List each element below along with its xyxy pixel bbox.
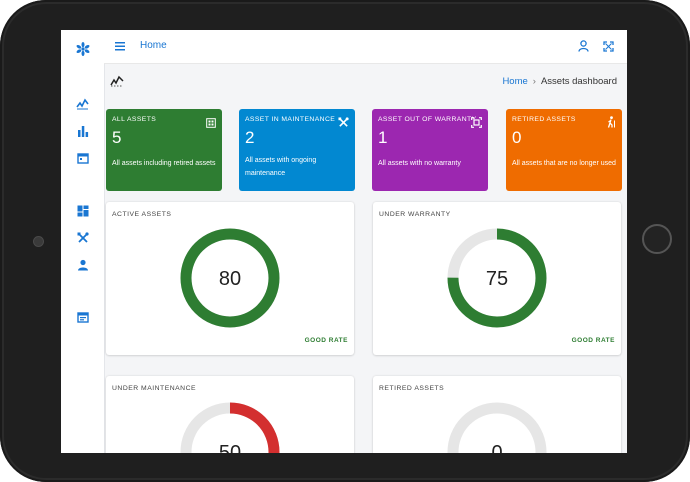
gauge-arc [180,402,280,453]
menu-icon[interactable] [114,39,128,53]
stat-card-out-of-warranty[interactable]: Asset out of warranty 1 All assets with … [372,109,488,191]
sidebar [61,30,105,453]
top-bar: Home [104,30,627,64]
home-hardware-button[interactable] [642,224,672,254]
panel-title: Active assets [112,211,172,218]
activity-icon [110,74,124,92]
gauge-retired-assets: 0 [447,402,547,453]
fullscreen-icon[interactable] [603,39,614,57]
gauge-value: 0 [491,442,502,453]
person-icon[interactable] [61,258,104,272]
gauge-arc [447,228,547,328]
dashboard-icon[interactable] [61,204,104,218]
tools-icon [338,115,349,133]
tools-icon[interactable] [61,231,104,245]
camera [33,236,44,247]
panel-retired-assets: Retired assets 0 [373,376,621,453]
bar-chart-icon[interactable] [61,124,104,138]
calendar-icon[interactable] [61,310,104,324]
rate-label: Good rate [571,337,615,344]
breadcrumb-home-link[interactable]: Home [502,76,528,87]
breadcrumb-separator: › [532,76,536,87]
stat-card-retired[interactable]: Retired assets 0 All assets that are no … [506,109,622,191]
stat-card-all-assets[interactable]: All assets 5 All assets including retire… [106,109,222,191]
breadcrumb-row: Home › Assets dashboard [104,63,627,103]
gauge-arc [180,228,280,328]
panel-under-maintenance: Under maintenance 50 [106,376,354,453]
panel-active-assets: Active assets 80 Good rate [106,202,354,355]
stat-card-title: All assets [112,116,157,123]
stat-card-value: 1 [378,128,388,147]
logo-icon[interactable] [61,40,104,58]
gauge-value: 75 [486,268,508,290]
stat-card-title: Asset in maintenance [245,116,336,123]
screen: Home Home › Assets dashboard All assets 5 … [61,30,627,453]
stat-card-maintenance[interactable]: Asset in maintenance 2 All assets with o… [239,109,355,191]
frame-icon [471,115,482,133]
calendar-icon[interactable] [61,151,104,165]
gauge-track [447,402,547,453]
gauge-value: 50 [219,442,241,453]
panel-title: Under warranty [379,211,451,218]
stat-card-value: 0 [512,128,522,147]
stat-card-value: 5 [112,128,122,147]
gauge-under-maintenance: 50 [180,402,280,453]
stat-card-title: Asset out of warranty [378,116,477,123]
stat-card-description: All assets with ongoing maintenance [245,157,317,177]
rate-label: Good rate [304,337,348,344]
breadcrumb-current: Assets dashboard [540,76,617,87]
stat-card-description: All assets that are no longer used [512,160,616,167]
walking-person-icon [606,115,616,133]
gauge-active-assets: 80 [180,228,280,328]
panel-under-warranty: Under warranty 75 Good rate [373,202,621,355]
stat-card-value: 2 [245,128,255,147]
stat-card-description: All assets including retired assets [112,160,216,167]
gauge-under-warranty: 75 [447,228,547,328]
grid-scan-icon [206,115,216,133]
panel-title: Retired assets [379,385,445,392]
top-home-link[interactable]: Home [140,40,167,51]
gauge-value: 80 [219,268,241,290]
breadcrumb: Home › Assets dashboard [502,76,617,87]
panel-title: Under maintenance [112,385,197,392]
user-icon[interactable] [578,39,589,57]
activity-icon[interactable] [61,97,104,111]
stat-card-title: Retired assets [512,116,576,123]
stat-card-description: All assets with no warranty [378,160,461,167]
